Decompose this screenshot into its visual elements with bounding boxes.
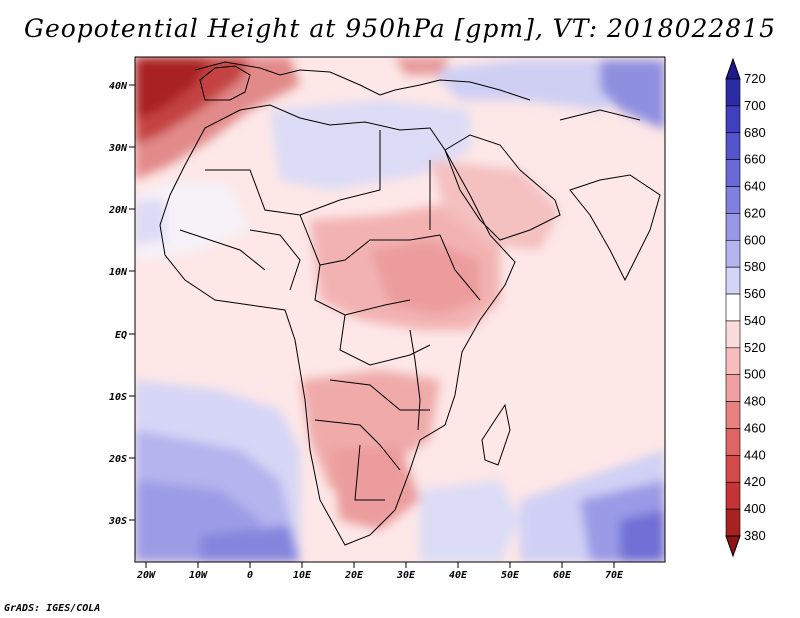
- colorbar-segment: [725, 401, 741, 429]
- lat-label: 40N: [109, 81, 128, 92]
- colorbar-segment: [725, 132, 741, 160]
- colorbar-segment: [725, 159, 741, 187]
- map-title: Geopotential Height at 950hPa [gpm], VT:…: [23, 14, 777, 43]
- colorbar-label: 540: [744, 313, 766, 328]
- colorbar-segment: [725, 374, 741, 402]
- colorbar-segment: [725, 266, 741, 295]
- credit-label: GrADS: IGES/COLA: [4, 603, 101, 614]
- colorbar-label: 560: [744, 286, 766, 301]
- colorbar: 720 700 680 660 640 620 600 580 560 540 520 500 480 4…: [725, 57, 766, 558]
- lon-label: 20E: [344, 570, 364, 581]
- colorbar-segment: [725, 186, 741, 214]
- lon-label: 10W: [189, 570, 208, 581]
- colorbar-label: 660: [744, 152, 766, 167]
- coastlines: [159, 61, 661, 546]
- lat-label: 20S: [108, 454, 127, 465]
- colorbar-label: 600: [744, 232, 766, 247]
- colorbar-segment: [725, 455, 741, 483]
- colorbar-segment: [725, 105, 741, 134]
- colorbar-label: 700: [744, 98, 766, 113]
- colorbar-top-arrow: [725, 57, 741, 80]
- colorbar-segment: [725, 213, 741, 241]
- lat-label: 10N: [109, 267, 128, 278]
- colorbar-segment: [725, 78, 741, 107]
- lon-label: 50E: [501, 570, 520, 581]
- colorbar-label: 380: [744, 528, 766, 543]
- tick-marks: [129, 84, 615, 568]
- colorbar-label: 680: [744, 125, 766, 140]
- lon-label: 20W: [136, 570, 156, 581]
- colorbar-segment: [725, 481, 741, 510]
- colorbar-label: 500: [744, 367, 766, 382]
- colorbar-label: 460: [744, 420, 766, 435]
- colorbar-label: 520: [744, 340, 766, 355]
- lat-label: 10S: [109, 392, 127, 403]
- colorbar-segment: [725, 293, 741, 322]
- lon-label: 30E: [396, 570, 416, 581]
- colorbar-label: 440: [744, 447, 766, 462]
- colorbar-label: 480: [744, 394, 766, 409]
- colorbar-segment: [725, 508, 741, 537]
- lat-label: 30N: [108, 143, 128, 154]
- colorbar-label: 400: [744, 501, 766, 516]
- colorbar-label: 620: [744, 205, 766, 220]
- colorbar-label: 720: [744, 71, 766, 86]
- colorbar-label: 580: [744, 259, 766, 274]
- colorbar-segment: [725, 239, 741, 268]
- lat-labels: 40N 30N 20N 10N EQ 10S 20S 30S: [108, 81, 128, 527]
- map-frame: [134, 56, 666, 563]
- lon-label: 40E: [449, 570, 468, 581]
- lon-label: 60E: [553, 570, 572, 581]
- colorbar-segment: [725, 347, 741, 376]
- lon-label: 0: [247, 570, 253, 581]
- lon-label: 10E: [293, 570, 312, 581]
- lat-label: 30S: [108, 516, 127, 527]
- colorbar-label: 640: [744, 179, 766, 194]
- height-field: [135, 57, 665, 562]
- lon-label: 70E: [605, 570, 624, 581]
- colorbar-segment: [725, 428, 741, 456]
- colorbar-label: 420: [744, 474, 766, 489]
- lon-labels: 20W 10W 0 10E 20E 30E 40E 50E 60E 70E: [136, 570, 624, 581]
- colorbar-segment: [725, 320, 741, 349]
- lat-label: 20N: [108, 205, 128, 216]
- lat-label: EQ: [115, 330, 127, 341]
- colorbar-bottom-arrow: [725, 535, 741, 558]
